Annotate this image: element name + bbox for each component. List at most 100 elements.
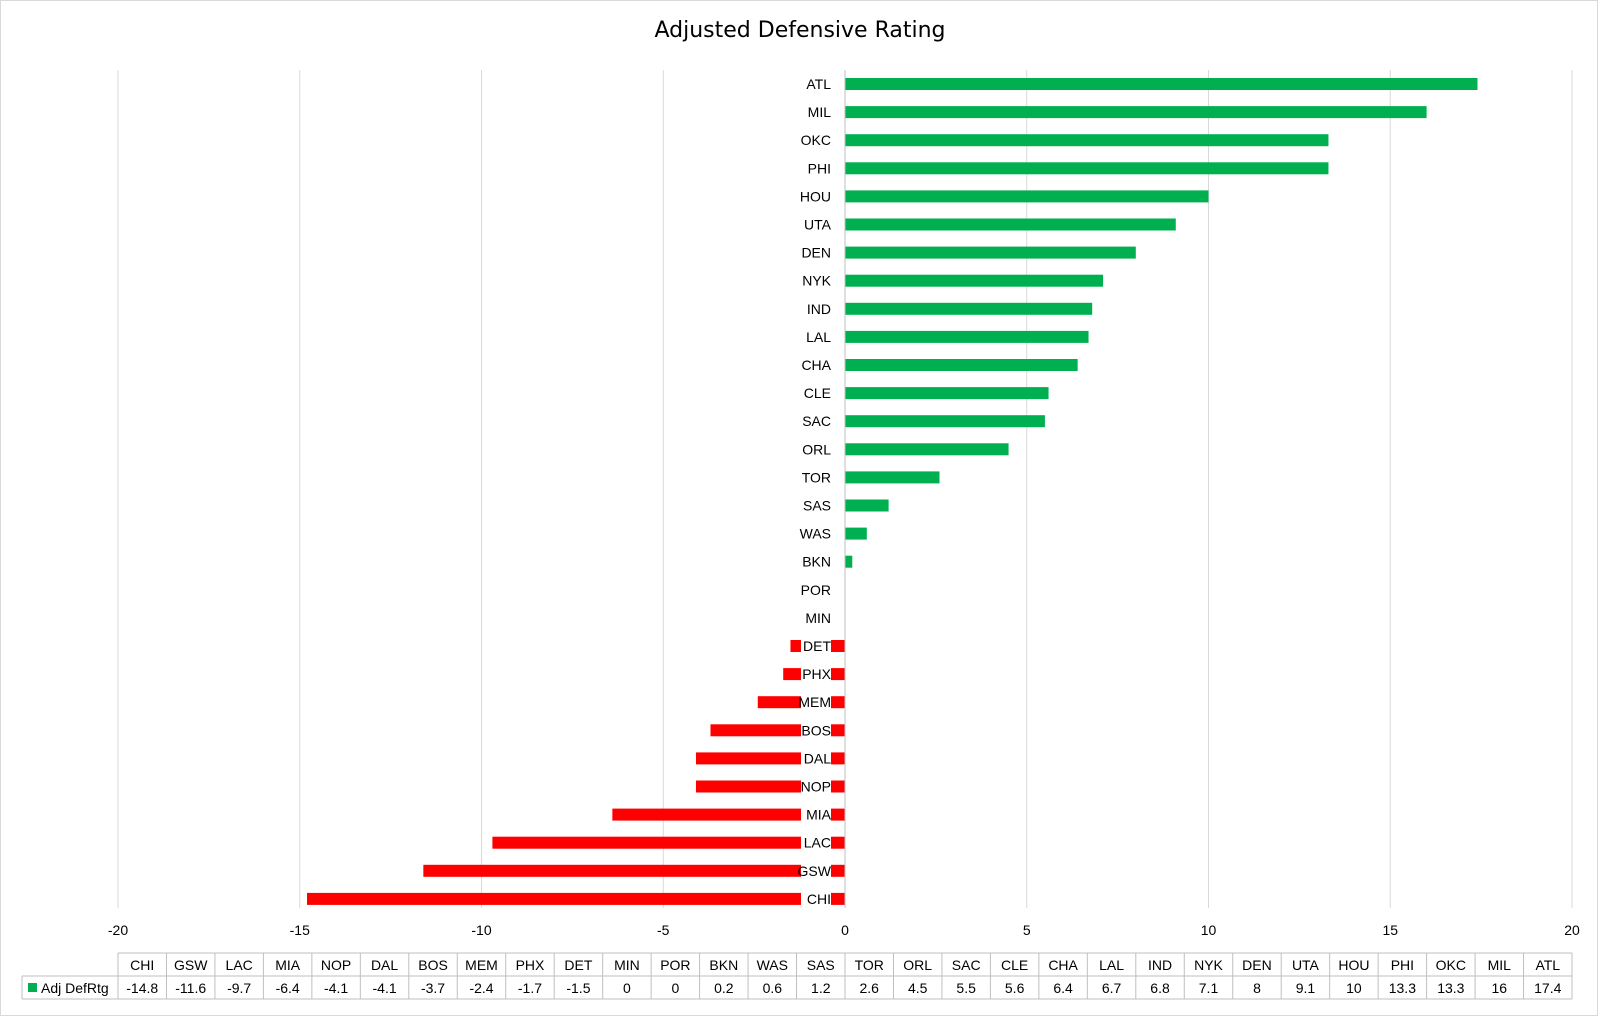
table-header-cell: PHI xyxy=(1391,957,1414,973)
category-label-bkn: BKN xyxy=(802,554,831,570)
bar-bkn xyxy=(845,555,853,568)
table-header-cell: PHX xyxy=(516,957,545,973)
table-value-cell: 5.6 xyxy=(1005,980,1025,996)
table-header-cell: MEM xyxy=(465,957,498,973)
category-label-nyk: NYK xyxy=(802,273,831,289)
table-value-cell: 5.5 xyxy=(956,980,976,996)
table-header-cell: DAL xyxy=(371,957,398,973)
table-header-cell: HOU xyxy=(1338,957,1369,973)
category-label-det: DET xyxy=(803,638,831,654)
category-label-okc: OKC xyxy=(801,132,831,148)
category-label-bg xyxy=(801,890,831,907)
category-label-mil: MIL xyxy=(808,104,832,120)
category-label-orl: ORL xyxy=(802,441,831,457)
table-header-cell: TOR xyxy=(855,957,884,973)
table-header-cell: SAS xyxy=(807,957,835,973)
table-value-cell: 8 xyxy=(1253,980,1261,996)
table-header-cell: DEN xyxy=(1242,957,1272,973)
bar-lac xyxy=(492,836,845,849)
table-value-cell: 10 xyxy=(1346,980,1362,996)
table-value-cell: 13.3 xyxy=(1437,980,1464,996)
table-header-cell: ORL xyxy=(903,957,932,973)
table-value-cell: -4.1 xyxy=(324,980,348,996)
category-label-nop: NOP xyxy=(801,779,831,795)
table-value-cell: 4.5 xyxy=(908,980,928,996)
category-label-den: DEN xyxy=(801,245,831,261)
x-tick-label: 5 xyxy=(1023,922,1031,938)
table-header-cell: WAS xyxy=(757,957,788,973)
bar-orl xyxy=(845,443,1009,456)
category-label-tor: TOR xyxy=(802,469,831,485)
category-label-atl: ATL xyxy=(806,76,831,92)
category-label-bg xyxy=(801,694,831,711)
table-header-cell: OKC xyxy=(1436,957,1466,973)
table-header-cell: IND xyxy=(1148,957,1172,973)
x-tick-label: -15 xyxy=(290,922,310,938)
category-label-sas: SAS xyxy=(803,498,831,514)
table-header-cell: BKN xyxy=(709,957,738,973)
category-label-phx: PHX xyxy=(802,666,831,682)
category-label-ind: IND xyxy=(807,301,831,317)
bar-gsw xyxy=(423,864,845,877)
table-header-cell: LAC xyxy=(226,957,253,973)
category-label-bg xyxy=(801,666,831,683)
legend-key xyxy=(28,983,37,992)
table-value-cell: -6.4 xyxy=(276,980,300,996)
category-label-bos: BOS xyxy=(801,722,831,738)
table-header-cell: NYK xyxy=(1194,957,1223,973)
table-value-cell: 7.1 xyxy=(1199,980,1219,996)
table-value-cell: -9.7 xyxy=(227,980,251,996)
axis-layer: -20 -15 -10 -5 0 5 10 15 20 xyxy=(108,70,1580,938)
bar-okc xyxy=(845,134,1329,147)
table-value-cell: 6.7 xyxy=(1102,980,1122,996)
x-tick-label: 20 xyxy=(1564,922,1580,938)
table-value-cell: 13.3 xyxy=(1389,980,1416,996)
table-value-cell: -4.1 xyxy=(373,980,397,996)
table-value-cell: 6.4 xyxy=(1053,980,1073,996)
data-table: CHI -14.8 GSW -11.6 LAC -9.7 MIA -6.4 NOP -4.1 DAL… xyxy=(21,952,1573,1000)
table-header-cell: DET xyxy=(564,957,592,973)
category-label-lac: LAC xyxy=(804,835,831,851)
category-label-dal: DAL xyxy=(804,750,831,766)
table-header-cell: CHA xyxy=(1048,957,1078,973)
category-label-mia: MIA xyxy=(806,807,832,823)
bar-sas xyxy=(845,499,889,512)
category-label-por: POR xyxy=(801,582,831,598)
table-value-cell: -1.5 xyxy=(566,980,590,996)
table-value-cell: 2.6 xyxy=(859,980,879,996)
category-label-bg xyxy=(801,806,831,823)
table-value-cell: 6.8 xyxy=(1150,980,1170,996)
table-header-cell: UTA xyxy=(1292,957,1320,973)
table-value-cell: -3.7 xyxy=(421,980,445,996)
bar-was xyxy=(845,527,867,540)
category-label-cle: CLE xyxy=(804,385,831,401)
category-label-bg xyxy=(801,834,831,851)
table-header-cell: CHI xyxy=(130,957,154,973)
bar-mia xyxy=(612,808,845,821)
table-value-cell: 17.4 xyxy=(1534,980,1561,996)
table-value-cell: 1.2 xyxy=(811,980,831,996)
category-label-chi: CHI xyxy=(807,891,831,907)
category-label-hou: HOU xyxy=(800,188,831,204)
chart-title: Adjusted Defensive Rating xyxy=(654,18,946,43)
table-value-cell: -1.7 xyxy=(518,980,542,996)
table-header-cell: BOS xyxy=(418,957,448,973)
category-label-lal: LAL xyxy=(806,329,831,345)
category-label-min: MIN xyxy=(805,610,831,626)
table-header-cell: POR xyxy=(660,957,690,973)
category-label-bg xyxy=(801,750,831,767)
label-layer: CHI GSW LAC MIA NOP DAL BOS MEM PHX DET MIN POR BKN W… xyxy=(798,76,832,907)
table-value-cell: -2.4 xyxy=(469,980,493,996)
bar-mil xyxy=(845,106,1427,119)
category-label-sac: SAC xyxy=(802,413,831,429)
table-header-cell: CLE xyxy=(1001,957,1028,973)
bar-layer xyxy=(307,78,1478,905)
bar-lal xyxy=(845,330,1089,343)
bar-chi xyxy=(307,892,845,905)
category-label-bg xyxy=(801,862,831,879)
series-name: Adj DefRtg xyxy=(41,980,109,996)
bar-atl xyxy=(845,78,1478,90)
x-tick-label: 15 xyxy=(1382,922,1398,938)
category-label-gsw: GSW xyxy=(798,863,832,879)
category-label-bg xyxy=(801,722,831,739)
